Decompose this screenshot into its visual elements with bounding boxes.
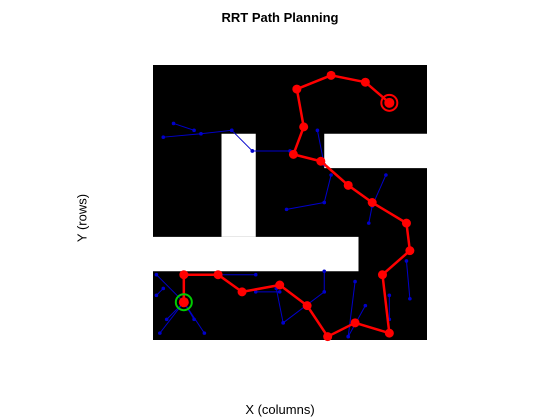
tree-node (281, 321, 285, 325)
tree-node (329, 173, 333, 177)
tree-edge (275, 288, 284, 323)
path-point (326, 70, 336, 80)
start-marker (178, 297, 189, 308)
tree-edge (231, 129, 253, 152)
tree-node (363, 303, 368, 308)
tree-edge (347, 281, 356, 337)
goal-marker (384, 97, 395, 108)
path-point (343, 180, 353, 190)
tree-node (322, 269, 327, 274)
x-axis-label: X (columns) (245, 402, 315, 417)
tree-edge (323, 174, 332, 203)
tree-edge (368, 205, 373, 224)
path-point (350, 318, 360, 328)
path-point (401, 218, 411, 228)
tree-node (202, 331, 207, 335)
tree-edge (156, 274, 185, 303)
goal-marker-ring (380, 93, 399, 112)
tree-node (353, 279, 357, 284)
tree-node (171, 121, 176, 126)
tree-node (253, 272, 258, 277)
path-point (360, 77, 370, 87)
tree-node (199, 131, 203, 136)
path-point (213, 270, 223, 280)
tree-node (192, 128, 196, 133)
tree-node (346, 334, 351, 339)
tree-edge (163, 133, 201, 138)
tree-node (161, 286, 166, 291)
path-point (367, 198, 377, 207)
tree-node (387, 293, 392, 298)
path-point (316, 156, 326, 166)
path-point (288, 149, 298, 159)
tree-node (161, 135, 166, 139)
path-point (275, 280, 285, 290)
tree-node (366, 221, 371, 225)
tree-edge (200, 129, 232, 135)
free-space-region (324, 133, 427, 169)
tree-node (250, 149, 255, 153)
tree-node (277, 290, 282, 294)
tree-node (154, 293, 159, 298)
path-point (323, 332, 333, 342)
path-point (377, 270, 387, 280)
tree-node (408, 296, 412, 301)
tree-edge (286, 202, 325, 210)
path-point (384, 328, 394, 338)
tree-node (284, 207, 289, 212)
tree-node (253, 290, 258, 294)
tree-edge (405, 260, 411, 299)
tree-node (229, 128, 234, 133)
tree-node (384, 173, 388, 177)
tree-node (154, 272, 159, 277)
path-point (292, 84, 302, 94)
free-space-region (153, 236, 359, 272)
path-point (302, 301, 312, 311)
tree-node (158, 331, 162, 335)
tree-node (164, 317, 169, 322)
start-marker-ring (174, 293, 193, 312)
tree-edge (159, 301, 185, 334)
chart-title: RRT Path Planning (221, 10, 339, 25)
tree-node (192, 317, 196, 322)
tree-node (315, 128, 320, 133)
path-point (299, 122, 309, 132)
path-point (405, 246, 415, 256)
tree-node (322, 200, 327, 205)
path-point (237, 287, 247, 297)
free-space-region (221, 133, 256, 237)
tree-node (322, 290, 327, 294)
path-point (179, 270, 189, 280)
tree-node (404, 259, 409, 263)
tree-edge (173, 122, 195, 131)
